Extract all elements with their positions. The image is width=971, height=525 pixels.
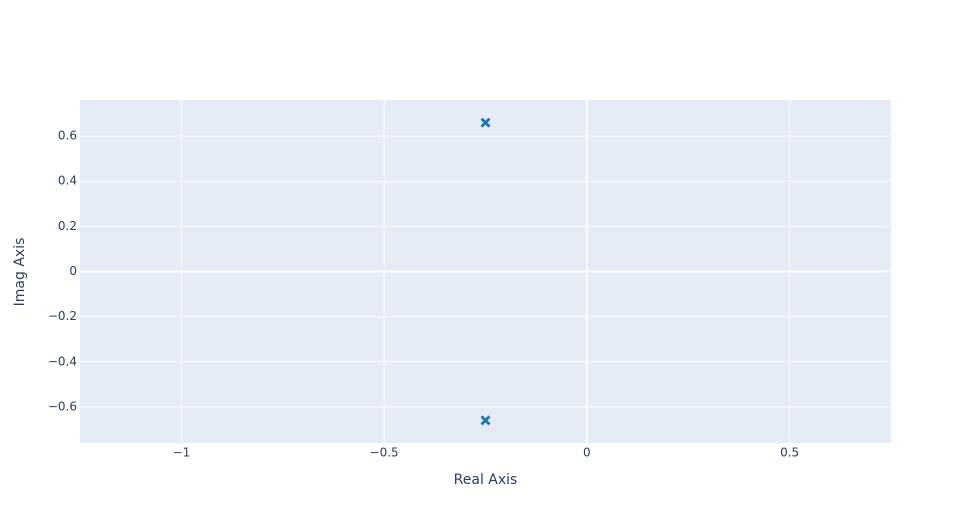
y-tick-label: 0.4	[58, 174, 77, 188]
y-tick-label: 0	[69, 264, 77, 278]
x-axis-title: Real Axis	[454, 472, 518, 488]
y-tick-label: 0.2	[58, 219, 77, 233]
marker	[480, 415, 491, 426]
x-tick-label: −0.5	[370, 446, 399, 460]
x-tick-label: 0	[583, 446, 591, 460]
y-axis-title: Imag Axis	[12, 238, 28, 307]
y-tick-label: −0.6	[48, 399, 77, 413]
marker	[480, 117, 491, 128]
x-tick-label: −1	[173, 446, 191, 460]
y-tick-label: 0.6	[58, 129, 77, 143]
y-tick-label: −0.4	[48, 354, 77, 368]
x-tick-label: 0.5	[780, 446, 799, 460]
y-tick-label: −0.2	[48, 309, 77, 323]
